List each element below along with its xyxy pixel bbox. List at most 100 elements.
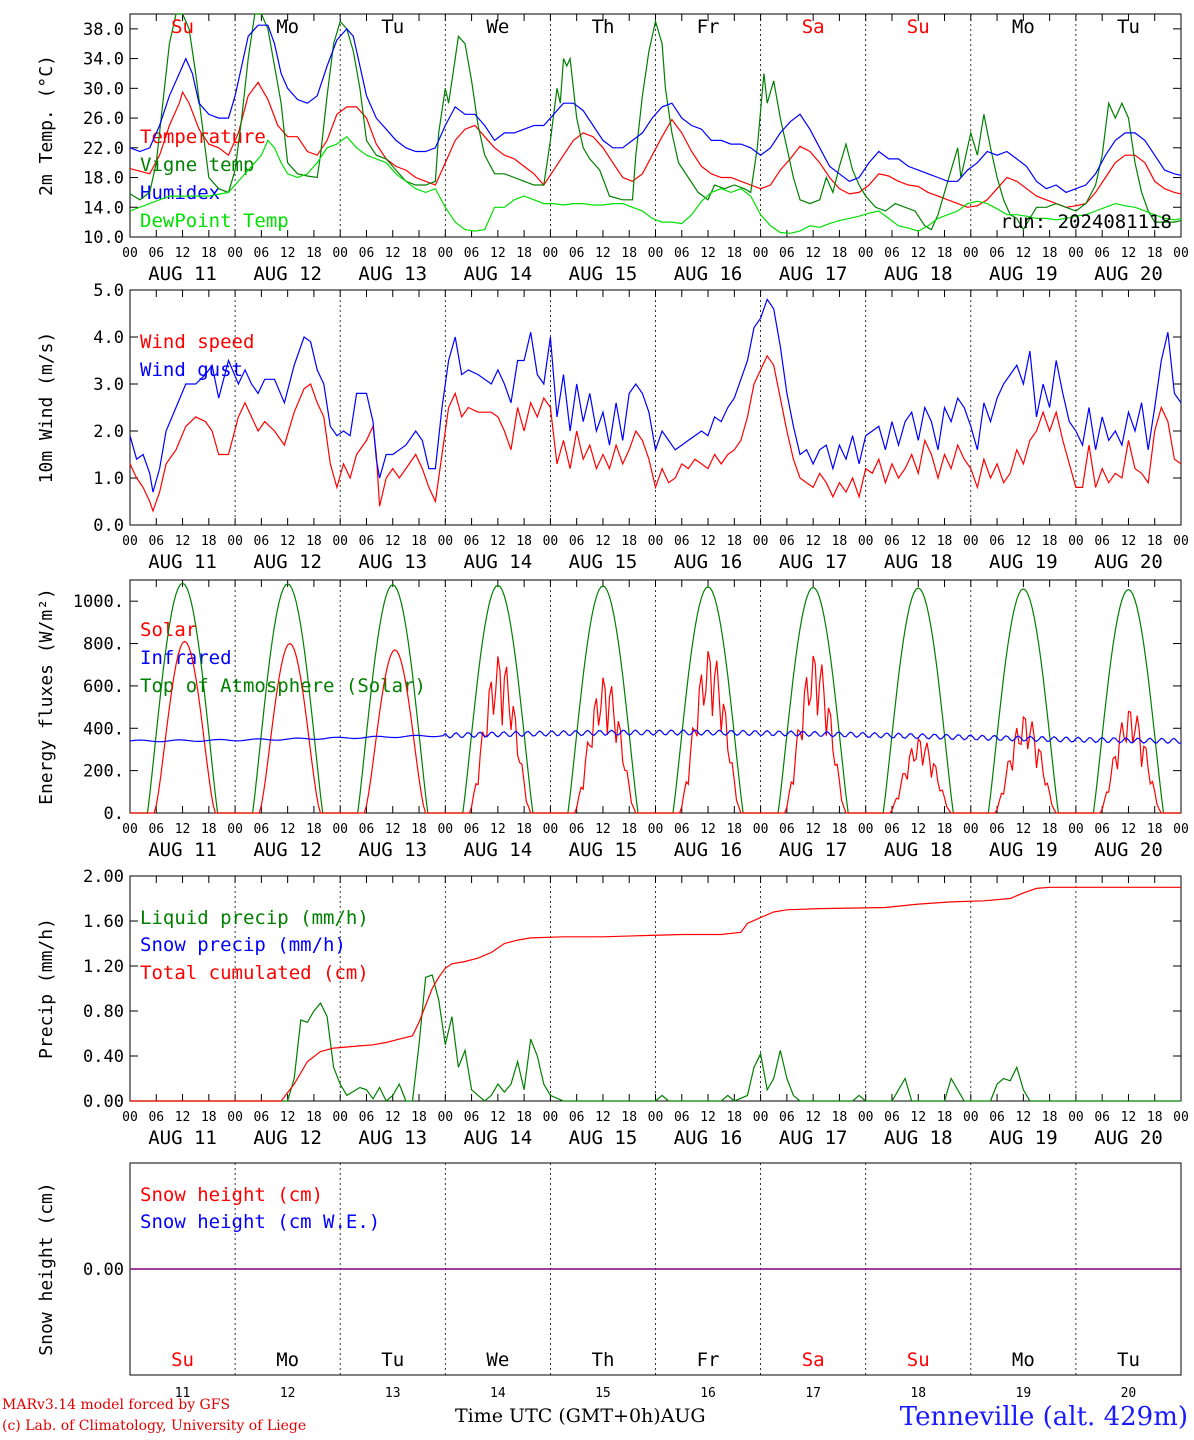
x-tick-label: 18 (306, 246, 322, 261)
x-tick-label: 06 (884, 1110, 900, 1125)
humidex-line (129, 24, 1182, 194)
legend-entry: Snow height (cm) (140, 1184, 323, 1206)
x-tick-label: 00 (1068, 1110, 1084, 1125)
liquid-precip-line (130, 974, 1181, 1102)
x-tick-label: 00 (332, 822, 348, 837)
x-tick-label: 12 (490, 822, 506, 837)
x-tick-label: 00 (437, 534, 453, 549)
x-tick-label: 18 (516, 822, 532, 837)
x-tick-label: 18 (1042, 822, 1058, 837)
lab-credit: (c) Lab. of Climatology, University of L… (2, 1418, 307, 1434)
x-tick-label: 12 (280, 822, 296, 837)
x-tick-label: 18 (621, 822, 637, 837)
x-tick-label: 00 (332, 1110, 348, 1125)
x-tick-label: 18 (937, 1110, 953, 1125)
x-tick-label: 18 (937, 246, 953, 261)
x-tick-label: 00 (437, 822, 453, 837)
infrared-line (129, 729, 1181, 745)
x-tick-label: 00 (543, 534, 559, 549)
x-tick-label: 06 (254, 246, 270, 261)
x-tick-label: 00 (543, 822, 559, 837)
weekday-label: Fr (697, 16, 720, 38)
legend-entry: Humidex (140, 182, 220, 204)
x-tick-label: 06 (1094, 534, 1110, 549)
x-tick-label: 06 (464, 1110, 480, 1125)
y-axis-label: 2m Temp. (°C) (36, 55, 57, 196)
legend-entry: Snow precip (mm/h) (140, 934, 346, 956)
x-tick-label: 12 (1121, 1110, 1137, 1125)
x-tick-label: 12 (490, 534, 506, 549)
y-tick-label: 0.00 (83, 1092, 124, 1112)
day-number-label: 11 (175, 1386, 191, 1400)
x-tick-label: 18 (516, 1110, 532, 1125)
x-tick-label: 12 (175, 1110, 191, 1125)
x-tick-label: 00 (1068, 822, 1084, 837)
date-label: AUG 12 (253, 1127, 322, 1149)
x-tick-label: 00 (1173, 1110, 1189, 1125)
x-tick-label: 06 (989, 246, 1005, 261)
x-tick-label: 12 (595, 1110, 611, 1125)
date-label: AUG 14 (464, 1127, 533, 1149)
x-tick-label: 06 (989, 822, 1005, 837)
x-tick-label: 06 (569, 246, 585, 261)
x-tick-label: 12 (175, 822, 191, 837)
x-tick-label: 18 (1147, 822, 1163, 837)
x-tick-label: 18 (201, 1110, 217, 1125)
legend-entry: Infrared (140, 647, 232, 669)
date-label: AUG 18 (884, 263, 953, 285)
x-tick-label: 06 (674, 534, 690, 549)
x-tick-label: 06 (254, 534, 270, 549)
x-tick-label: 06 (779, 1110, 795, 1125)
x-tick-label: 00 (332, 246, 348, 261)
day-number-label: 15 (595, 1386, 611, 1400)
day-number-label: 18 (910, 1386, 926, 1400)
date-label: AUG 13 (358, 263, 427, 285)
weekday-label: Mo (276, 16, 299, 38)
x-tick-label: 12 (700, 1110, 716, 1125)
x-tick-label: 18 (937, 534, 953, 549)
y-tick-label: 2.00 (83, 867, 124, 887)
x-tick-label: 12 (910, 1110, 926, 1125)
date-label: AUG 16 (674, 839, 743, 861)
x-tick-label: 06 (1094, 1110, 1110, 1125)
x-tick-label: 12 (910, 534, 926, 549)
date-label: AUG 20 (1094, 839, 1163, 861)
x-tick-label: 00 (1173, 534, 1189, 549)
y-tick-label: 0.40 (83, 1047, 124, 1067)
date-label: AUG 13 (358, 1127, 427, 1149)
x-tick-label: 18 (306, 534, 322, 549)
weekday-label: We (486, 16, 509, 38)
x-tick-label: 12 (805, 246, 821, 261)
y-tick-label: 0.00 (83, 1260, 124, 1280)
date-label: AUG 19 (989, 839, 1058, 861)
x-tick-label: 18 (1042, 246, 1058, 261)
x-tick-label: 00 (1068, 246, 1084, 261)
x-tick-label: 18 (411, 822, 427, 837)
x-tick-label: 12 (385, 1110, 401, 1125)
x-tick-label: 06 (674, 246, 690, 261)
y-tick-label: 800. (83, 635, 124, 655)
date-label: AUG 15 (569, 551, 638, 573)
x-tick-label: 06 (359, 1110, 375, 1125)
x-tick-label: 00 (648, 1110, 664, 1125)
y-tick-label: 22.0 (83, 139, 124, 159)
date-label: AUG 18 (884, 839, 953, 861)
x-tick-label: 18 (516, 534, 532, 549)
x-tick-label: 06 (674, 1110, 690, 1125)
date-label: AUG 16 (674, 1127, 743, 1149)
x-tick-label: 12 (385, 246, 401, 261)
x-tick-label: 18 (937, 822, 953, 837)
x-axis-title: Time UTC (GMT+0h)AUG (455, 1405, 706, 1427)
x-tick-label: 12 (1016, 246, 1032, 261)
weekday-label: Sa (802, 1349, 825, 1371)
x-tick-label: 00 (122, 822, 138, 837)
legend-entry: Total cumulated (cm) (140, 962, 369, 984)
y-tick-label: 0. (104, 804, 124, 824)
x-tick-label: 18 (1042, 534, 1058, 549)
legend-entry: Liquid precip (mm/h) (140, 907, 369, 929)
day-number-label: 14 (490, 1386, 506, 1400)
x-tick-label: 00 (753, 534, 769, 549)
x-tick-label: 06 (779, 534, 795, 549)
date-label: AUG 17 (779, 263, 848, 285)
